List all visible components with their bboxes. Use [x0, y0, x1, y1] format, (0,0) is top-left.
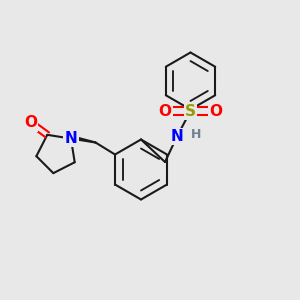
Text: N: N [64, 131, 77, 146]
Text: N: N [171, 129, 183, 144]
Text: S: S [185, 103, 196, 118]
Text: O: O [24, 115, 37, 130]
Text: O: O [209, 103, 223, 118]
Text: H: H [191, 128, 202, 142]
Text: O: O [158, 103, 172, 118]
